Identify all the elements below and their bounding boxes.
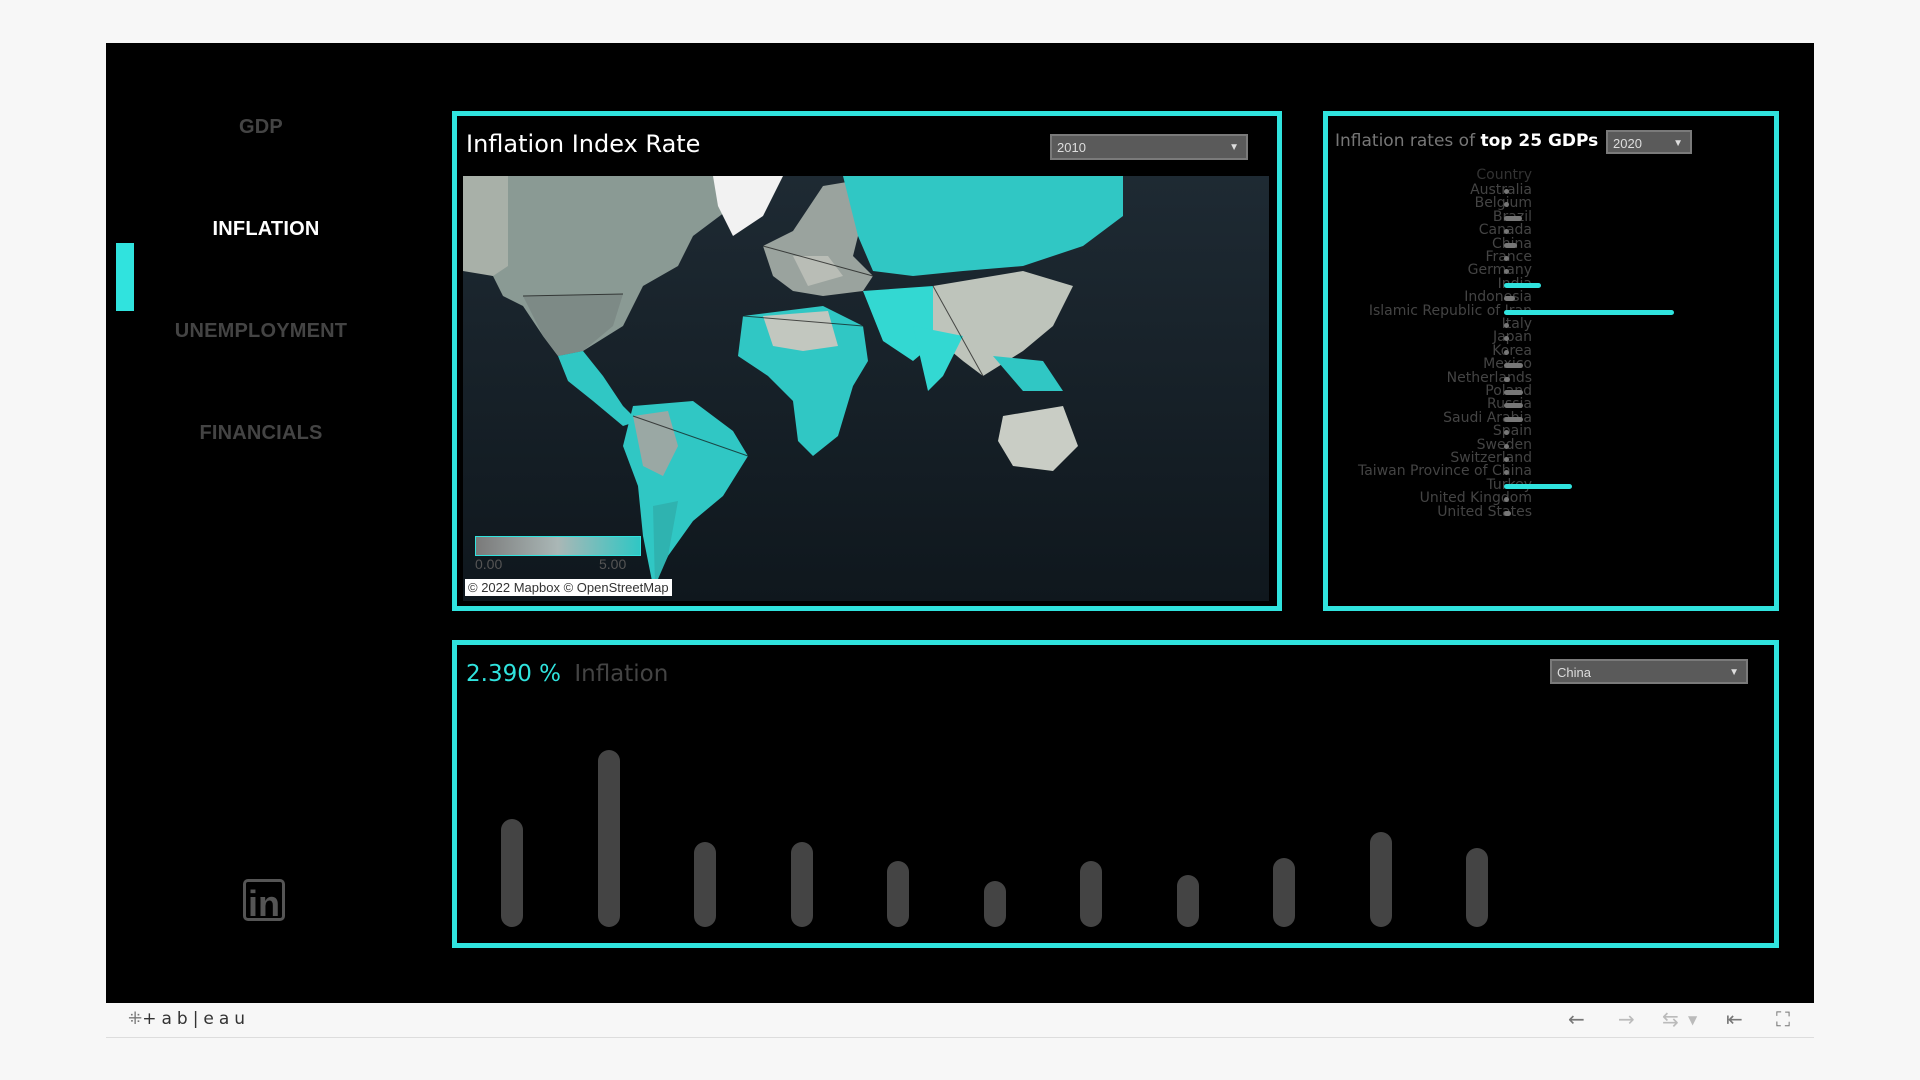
inflation-bar[interactable] — [1504, 497, 1509, 503]
world-map[interactable]: 0.00 5.00 © 2022 Mapbox © OpenStreetMap — [463, 176, 1269, 601]
revert-icon[interactable]: ⇆ — [1662, 1007, 1679, 1031]
tableau-logo[interactable]: ⁜+ab|eau — [128, 1009, 250, 1029]
country-label: Indonesia — [1464, 289, 1532, 306]
year-select-map[interactable]: 2010 ▼ — [1050, 134, 1248, 160]
legend-min-label: 0.00 — [475, 556, 503, 572]
map-attribution[interactable]: © 2022 Mapbox © OpenStreetMap — [465, 579, 672, 596]
chevron-down-icon: ▼ — [1229, 142, 1239, 153]
inflation-bar[interactable] — [1504, 443, 1509, 449]
tableau-mark-icon: ⁜ — [128, 1009, 143, 1029]
tableau-toolbar: ⁜+ab|eau ← → ⇆ ▼ ⇤ ⛶ — [106, 1003, 1814, 1038]
country-label: Japan — [1492, 329, 1532, 346]
bars-title: Inflation rates of top 25 GDPs — [1335, 131, 1598, 151]
top25-bars-panel: Inflation rates of top 25 GDPs 2020 ▼ Co… — [1323, 111, 1779, 611]
country-label: Australia — [1470, 182, 1532, 198]
inflation-label: Inflation — [574, 661, 669, 687]
inflation-column[interactable] — [887, 861, 909, 927]
inflation-column[interactable] — [1273, 858, 1295, 927]
inflation-bar[interactable] — [1504, 483, 1573, 489]
reset-icon[interactable]: ⇤ — [1726, 1007, 1743, 1031]
inflation-bar[interactable] — [1504, 390, 1523, 395]
country-label: Korea — [1492, 342, 1532, 359]
inflation-column[interactable] — [597, 750, 620, 927]
nav-item-inflation[interactable]: INFLATION — [212, 218, 320, 240]
undo-icon[interactable]: ← — [1568, 1007, 1585, 1031]
tableau-brand: +ab|eau — [142, 1009, 251, 1029]
inflation-bar[interactable] — [1504, 269, 1509, 275]
country-label: Spain — [1492, 423, 1532, 440]
map-title: Inflation Index Rate — [466, 130, 701, 158]
inflation-bar[interactable] — [1504, 256, 1509, 261]
inflation-column[interactable] — [1080, 861, 1102, 927]
year-select-bars[interactable]: 2020 ▼ — [1606, 130, 1692, 154]
legend-max-label: 5.00 — [599, 556, 627, 572]
inflation-bar[interactable] — [1504, 376, 1511, 382]
inflation-bar[interactable] — [1504, 510, 1511, 516]
inflation-bar[interactable] — [1504, 323, 1509, 328]
country-label: United States — [1437, 503, 1532, 520]
inflation-bar[interactable] — [1504, 282, 1541, 288]
revert-dropdown-icon[interactable]: ▼ — [1688, 1013, 1698, 1027]
country-label: Italy — [1501, 316, 1532, 332]
inflation-bar[interactable] — [1504, 416, 1523, 422]
inflation-column[interactable] — [1466, 848, 1488, 927]
nav-item-unemployment[interactable]: UNEMPLOYMENT — [174, 320, 348, 342]
inflation-column[interactable] — [501, 818, 523, 927]
chevron-down-icon: ▼ — [1673, 138, 1683, 149]
inflation-bar[interactable] — [1504, 336, 1509, 342]
inflation-bar[interactable] — [1504, 403, 1523, 409]
inflation-column[interactable] — [790, 841, 813, 927]
inflation-bar[interactable] — [1504, 296, 1516, 302]
country-label: Belgium — [1475, 195, 1532, 211]
inflation-bar[interactable] — [1504, 470, 1509, 476]
inflation-column[interactable] — [983, 881, 1006, 927]
country-column-header: Country — [1476, 167, 1532, 183]
chevron-down-icon: ▼ — [1729, 667, 1739, 678]
nav-item-financials[interactable]: FINANCIALS — [199, 422, 323, 444]
linkedin-icon[interactable]: in — [243, 879, 285, 924]
inflation-bar[interactable] — [1504, 363, 1523, 369]
nav-item-gdp[interactable]: GDP — [239, 116, 283, 138]
inflation-bar[interactable] — [1504, 215, 1522, 221]
inflation-bar[interactable] — [1504, 457, 1509, 462]
country-label: Netherlands — [1446, 369, 1532, 386]
inflation-history-panel: 2.390 % Inflation China ▼ — [452, 640, 1779, 948]
dashboard: GDP INFLATION UNEMPLOYMENT FINANCIALS in… — [106, 43, 1814, 1003]
inflation-bar[interactable] — [1504, 202, 1509, 208]
country-label: United Kingdom — [1419, 490, 1532, 507]
bars-title-bold: top 25 GDPs — [1480, 131, 1599, 151]
inflation-bar[interactable] — [1504, 242, 1518, 248]
year-select-bars-value: 2020 — [1613, 136, 1642, 151]
world-map-graphic — [463, 176, 1269, 601]
nav-active-indicator — [116, 243, 134, 311]
country-label: Islamic Republic of Iran — [1368, 302, 1532, 319]
bars-title-prefix: Inflation rates of — [1335, 131, 1481, 151]
country-select[interactable]: China ▼ — [1550, 659, 1748, 684]
country-label: Saudi Arabia — [1443, 409, 1532, 426]
inflation-bar[interactable] — [1504, 229, 1509, 235]
inflation-value: 2.390 % — [466, 661, 562, 687]
map-color-legend — [475, 536, 641, 556]
map-panel: Inflation Index Rate 2010 ▼ — [452, 111, 1282, 611]
inflation-column[interactable] — [1176, 874, 1199, 927]
inflation-bar[interactable] — [1504, 349, 1509, 355]
country-label: Switzerland — [1450, 450, 1532, 466]
inflation-bar[interactable] — [1504, 309, 1674, 315]
country-select-value: China — [1557, 665, 1591, 680]
year-select-value: 2010 — [1057, 140, 1086, 155]
inflation-bar[interactable] — [1504, 430, 1509, 436]
fullscreen-icon[interactable]: ⛶ — [1776, 1007, 1790, 1031]
inflation-headline: 2.390 % Inflation — [466, 661, 668, 687]
inflation-bar[interactable] — [1504, 189, 1509, 194]
inflation-column[interactable] — [1369, 831, 1392, 927]
inflation-column[interactable] — [694, 841, 716, 927]
country-label: Taiwan Province of China — [1357, 463, 1532, 480]
redo-icon[interactable]: → — [1618, 1007, 1635, 1031]
country-label: Germany — [1467, 262, 1532, 279]
